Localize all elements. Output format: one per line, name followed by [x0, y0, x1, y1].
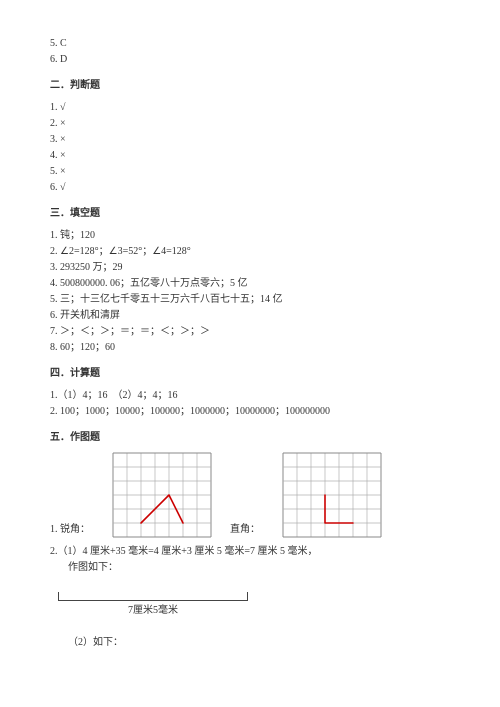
answer-line: 2. ×	[50, 116, 450, 132]
draw-line-2b: 作图如下：	[68, 560, 450, 576]
right-angle-grid	[282, 452, 382, 538]
answer-line: 4. ×	[50, 148, 450, 164]
answer-line: 5. ×	[50, 164, 450, 180]
answer-line: 2. ∠2=128°；∠3=52°；∠4=128°	[50, 244, 450, 260]
answer-line: 5. 三；十三亿七千零五十三万六千八百七十五；14 亿	[50, 292, 450, 308]
answer-line: 2. 100；1000；10000；100000；1000000；1000000…	[50, 404, 450, 420]
acute-grid	[112, 452, 212, 538]
answer-line: 6. 开关机和清屏	[50, 308, 450, 324]
answer-line: 1. √	[50, 100, 450, 116]
answer-line: 1.（1）4；16 （2）4；4；16	[50, 388, 450, 404]
calc-answers: 1.（1）4；16 （2）4；4；16 2. 100；1000；10000；10…	[50, 388, 450, 420]
answer-line: 3. ×	[50, 132, 450, 148]
acute-label: 1. 锐角：	[50, 522, 90, 538]
answer-line: 7. ＞；＜；＞；＝；＝；＜；＞；＞	[50, 324, 450, 340]
answer-line: 3. 293250 万；29	[50, 260, 450, 276]
section-title-calc: 四．计算题	[50, 366, 450, 382]
section-title-draw: 五．作图题	[50, 430, 450, 446]
draw-line-2: 2.（1）4 厘米+35 毫米=4 厘米+3 厘米 5 毫米=7 厘米 5 毫米…	[50, 544, 450, 560]
answer-line: 8. 60；120；60	[50, 340, 450, 356]
top-answers: 5. C 6. D	[50, 36, 450, 68]
judge-answers: 1. √ 2. × 3. × 4. × 5. × 6. √	[50, 100, 450, 196]
answer-line: 6. D	[50, 52, 450, 68]
answer-line: 1. 钝；120	[50, 228, 450, 244]
draw-line-3: （2）如下：	[68, 635, 450, 651]
answer-line: 5. C	[50, 36, 450, 52]
answer-line: 6. √	[50, 180, 450, 196]
fill-answers: 1. 钝；120 2. ∠2=128°；∠3=52°；∠4=128° 3. 29…	[50, 228, 450, 356]
right-angle-label: 直角：	[230, 522, 260, 538]
section-title-judge: 二．判断题	[50, 78, 450, 94]
drawing-row: 1. 锐角： 直角：	[50, 452, 450, 538]
section-title-fill: 三．填空题	[50, 206, 450, 222]
answer-line: 4. 500800000. 06；五亿零八十万点零六；5 亿	[50, 276, 450, 292]
segment-label: 7厘米5毫米	[58, 603, 248, 619]
segment-line	[58, 588, 248, 601]
